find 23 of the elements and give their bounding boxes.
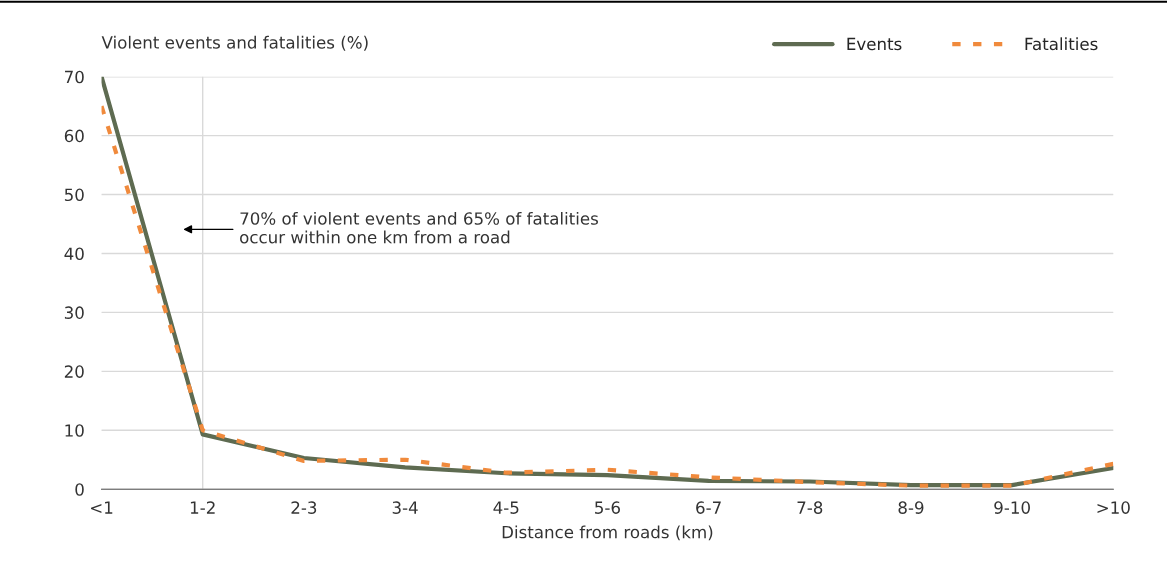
y-tick-label: 50 bbox=[64, 188, 84, 202]
x-tick-label: <1 bbox=[91, 501, 113, 514]
legend-label: Fatalities bbox=[1025, 37, 1098, 51]
x-tick-label: 5-6 bbox=[595, 501, 620, 514]
y-tick-label: 0 bbox=[75, 483, 84, 496]
x-tick-label: 3-4 bbox=[392, 501, 418, 514]
x-tick-label: 7-8 bbox=[797, 501, 823, 514]
y-tick-label: 40 bbox=[64, 247, 84, 261]
legend-label: Events bbox=[847, 37, 902, 51]
x-tick-label: 8-9 bbox=[898, 501, 924, 514]
x-tick-label: >10 bbox=[1097, 501, 1130, 514]
y-axis-title: Violent events and fatalities (%) bbox=[101, 35, 368, 51]
x-tick-label: 6-7 bbox=[696, 501, 721, 514]
x-tick-label: 4-5 bbox=[493, 501, 519, 514]
x-tick-label: 2-3 bbox=[291, 501, 317, 514]
x-axis-title: Distance from roads (km) bbox=[502, 525, 713, 541]
x-tick-label: 9-10 bbox=[994, 501, 1030, 514]
x-tick-label: 1-2 bbox=[190, 501, 215, 514]
y-tick-label: 10 bbox=[65, 424, 84, 437]
y-tick-label: 30 bbox=[64, 306, 84, 319]
y-tick-label: 70 bbox=[65, 70, 84, 84]
y-tick-label: 20 bbox=[64, 365, 84, 378]
y-tick-label: 60 bbox=[64, 129, 84, 143]
